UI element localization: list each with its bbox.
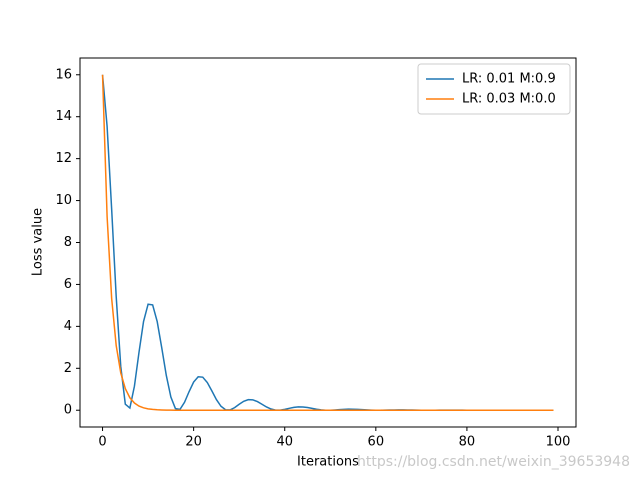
y-tick-label: 2 [64,361,72,376]
legend-label: LR: 0.03 M:0.0 [462,92,556,107]
y-tick-label: 6 [64,277,72,292]
y-tick-label: 10 [55,193,72,208]
x-tick-label: 100 [546,435,571,450]
legend-box [417,63,571,115]
x-tick-label: 40 [276,435,293,450]
y-tick-label: 16 [55,67,72,82]
y-tick-label: 4 [64,319,72,334]
x-tick-label: 20 [185,435,202,450]
y-tick-label: 8 [64,235,72,250]
y-tick-label: 0 [64,403,72,418]
x-tick-label: 60 [368,435,385,450]
x-axis-label: Iterations [297,455,359,470]
x-tick-label: 80 [459,435,476,450]
y-axis-label: Loss value [31,208,46,276]
series-line [101,74,554,411]
series-line [101,74,554,411]
y-tick-label: 14 [55,109,72,124]
y-tick-label: 12 [55,151,72,166]
legend-label: LR: 0.01 M:0.9 [462,72,556,87]
watermark: https://blog.csdn.net/weixin_39653948 [357,454,630,470]
x-tick-label: 0 [98,435,106,450]
